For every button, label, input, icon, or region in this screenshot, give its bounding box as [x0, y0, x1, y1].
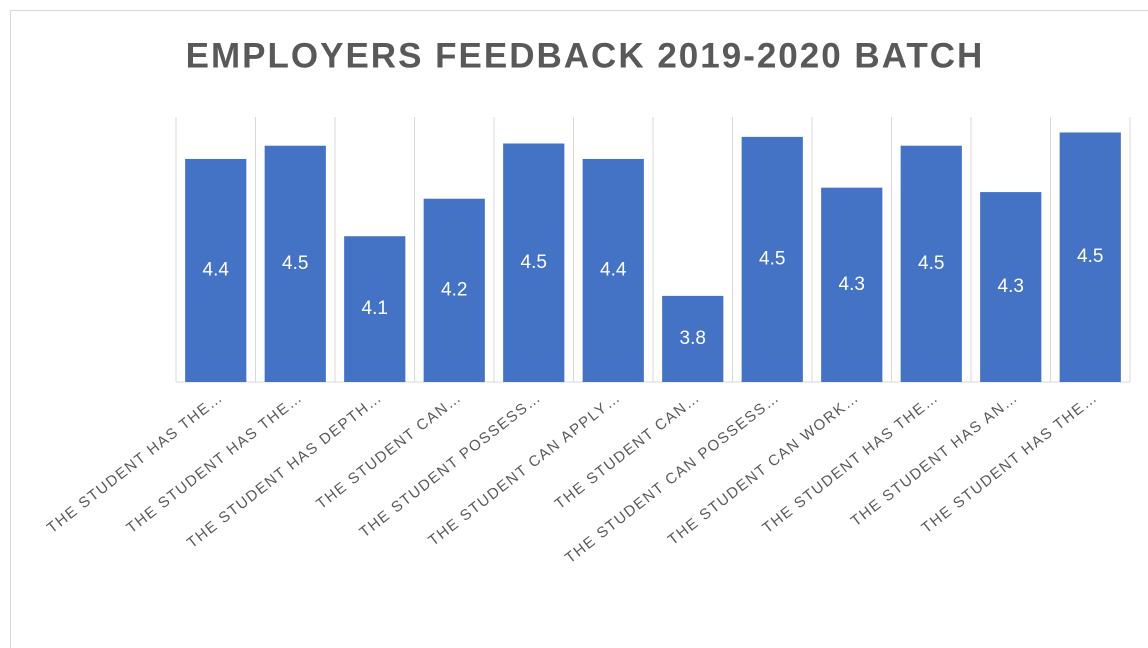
data-label: 4.2 — [441, 279, 467, 300]
bar — [582, 158, 644, 382]
data-label: 4.3 — [998, 276, 1024, 297]
bar — [662, 295, 724, 382]
bar — [344, 236, 406, 382]
bar — [741, 136, 803, 382]
data-label: 4.5 — [1077, 246, 1103, 267]
data-label: 4.5 — [282, 253, 308, 274]
bar — [980, 192, 1042, 382]
data-label: 4.4 — [203, 259, 230, 280]
bar — [423, 198, 485, 382]
data-label: 4.4 — [600, 259, 627, 280]
data-label: 4.5 — [521, 252, 547, 273]
data-label: 3.8 — [680, 328, 706, 349]
bar — [821, 187, 883, 382]
bar — [1059, 132, 1121, 382]
bar — [503, 143, 565, 382]
data-label: 4.5 — [918, 253, 944, 274]
data-label: 4.5 — [759, 248, 785, 269]
bar — [264, 145, 326, 382]
chart-title: EMPLOYERS FEEDBACK 2019-2020 BATCH — [186, 36, 985, 75]
data-label: 4.1 — [362, 298, 388, 319]
bar — [185, 158, 247, 382]
data-label: 4.3 — [839, 274, 865, 295]
bar — [900, 145, 962, 382]
